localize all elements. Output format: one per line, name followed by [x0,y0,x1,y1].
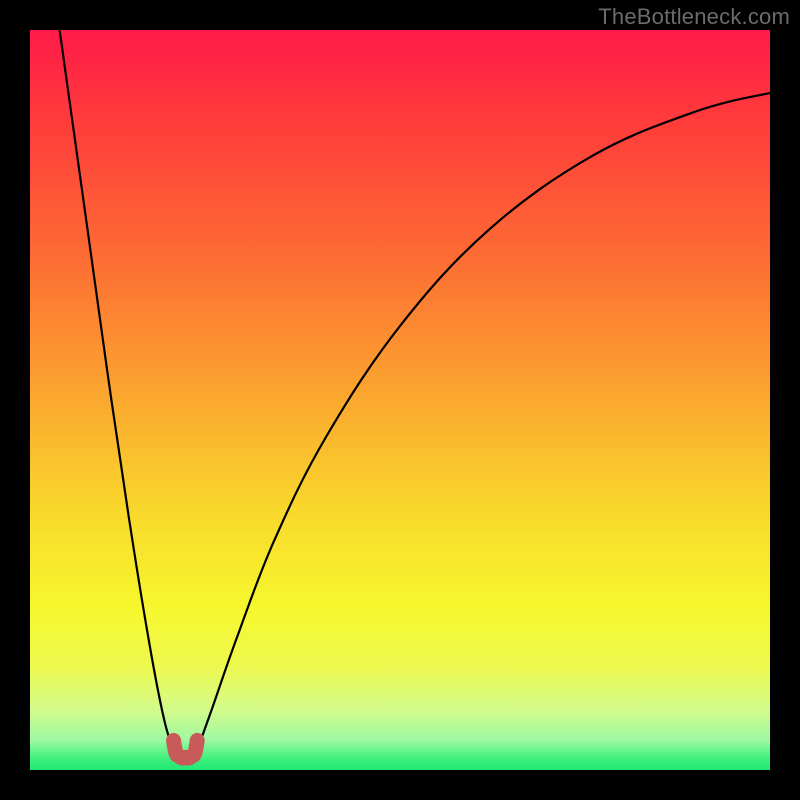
chart-container: TheBottleneck.com [0,0,800,800]
watermark-text: TheBottleneck.com [598,4,790,30]
bottleneck-chart [0,0,800,800]
plot-area-gradient [30,30,770,770]
